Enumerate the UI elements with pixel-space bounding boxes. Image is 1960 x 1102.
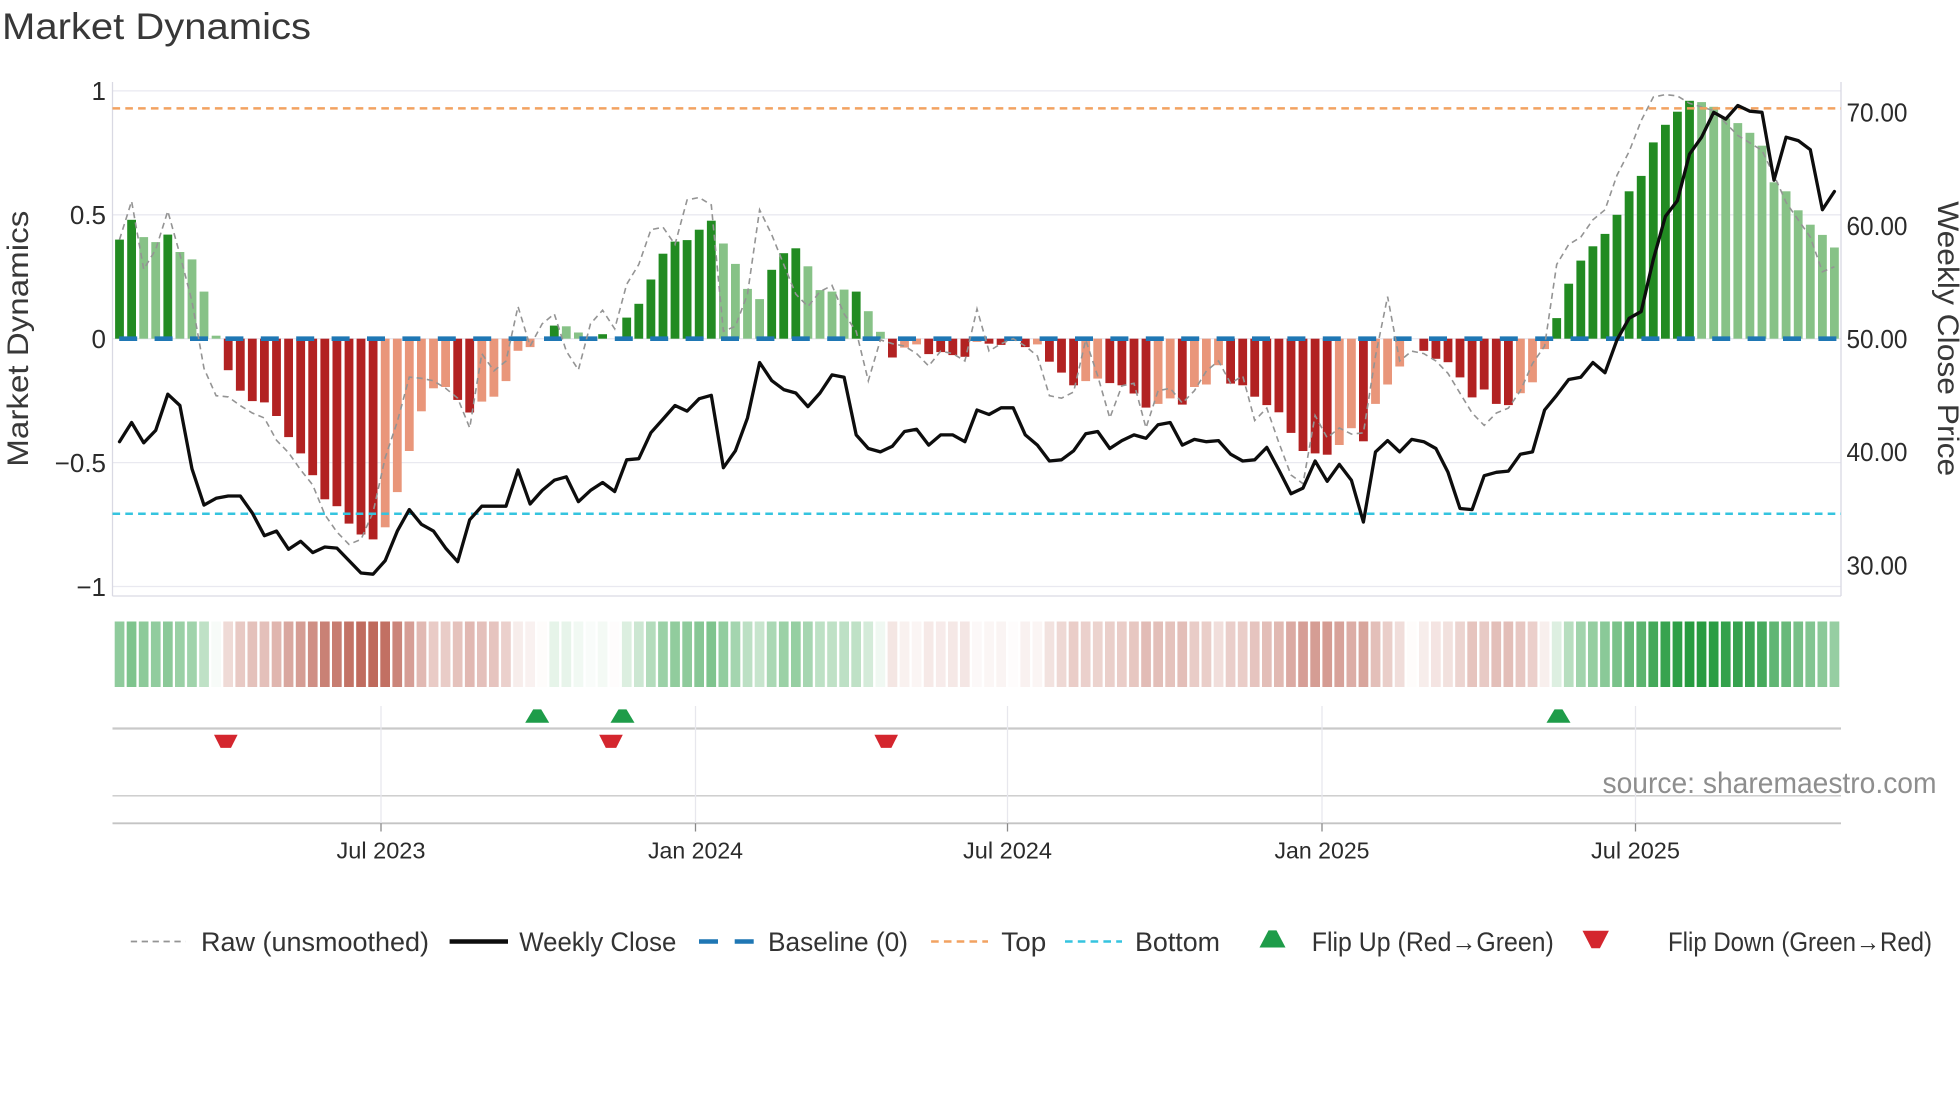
svg-text:source: sharemaestro.com: source: sharemaestro.com — [1603, 767, 1937, 800]
svg-text:Bottom: Bottom — [1135, 927, 1220, 957]
svg-text:50.00: 50.00 — [1847, 324, 1908, 354]
svg-text:−1: −1 — [76, 572, 106, 602]
svg-text:Jul 2025: Jul 2025 — [1591, 838, 1680, 864]
svg-text:Weekly Close: Weekly Close — [519, 927, 676, 957]
svg-text:Top: Top — [1001, 927, 1046, 957]
svg-text:Jul 2023: Jul 2023 — [337, 838, 426, 864]
svg-text:60.00: 60.00 — [1847, 211, 1908, 241]
svg-text:0: 0 — [92, 324, 106, 354]
svg-text:Market Dynamics: Market Dynamics — [2, 211, 35, 467]
svg-text:Market Dynamics: Market Dynamics — [2, 6, 311, 47]
svg-text:Jul 2024: Jul 2024 — [963, 838, 1052, 864]
svg-text:Weekly Close Price: Weekly Close Price — [1931, 201, 1960, 476]
svg-text:Flip Down (Green→Red): Flip Down (Green→Red) — [1668, 927, 1932, 957]
svg-text:30.00: 30.00 — [1847, 550, 1908, 580]
svg-text:Baseline (0): Baseline (0) — [768, 927, 908, 957]
svg-text:Flip Up (Red→Green): Flip Up (Red→Green) — [1312, 927, 1554, 957]
svg-text:Jan 2024: Jan 2024 — [648, 838, 743, 864]
svg-text:40.00: 40.00 — [1847, 437, 1908, 467]
svg-text:70.00: 70.00 — [1847, 98, 1908, 128]
svg-text:0.5: 0.5 — [70, 200, 106, 230]
svg-text:−0.5: −0.5 — [55, 448, 106, 478]
svg-text:Raw (unsmoothed): Raw (unsmoothed) — [201, 927, 429, 957]
svg-text:Jan 2025: Jan 2025 — [1275, 838, 1370, 864]
svg-text:1: 1 — [92, 76, 106, 106]
